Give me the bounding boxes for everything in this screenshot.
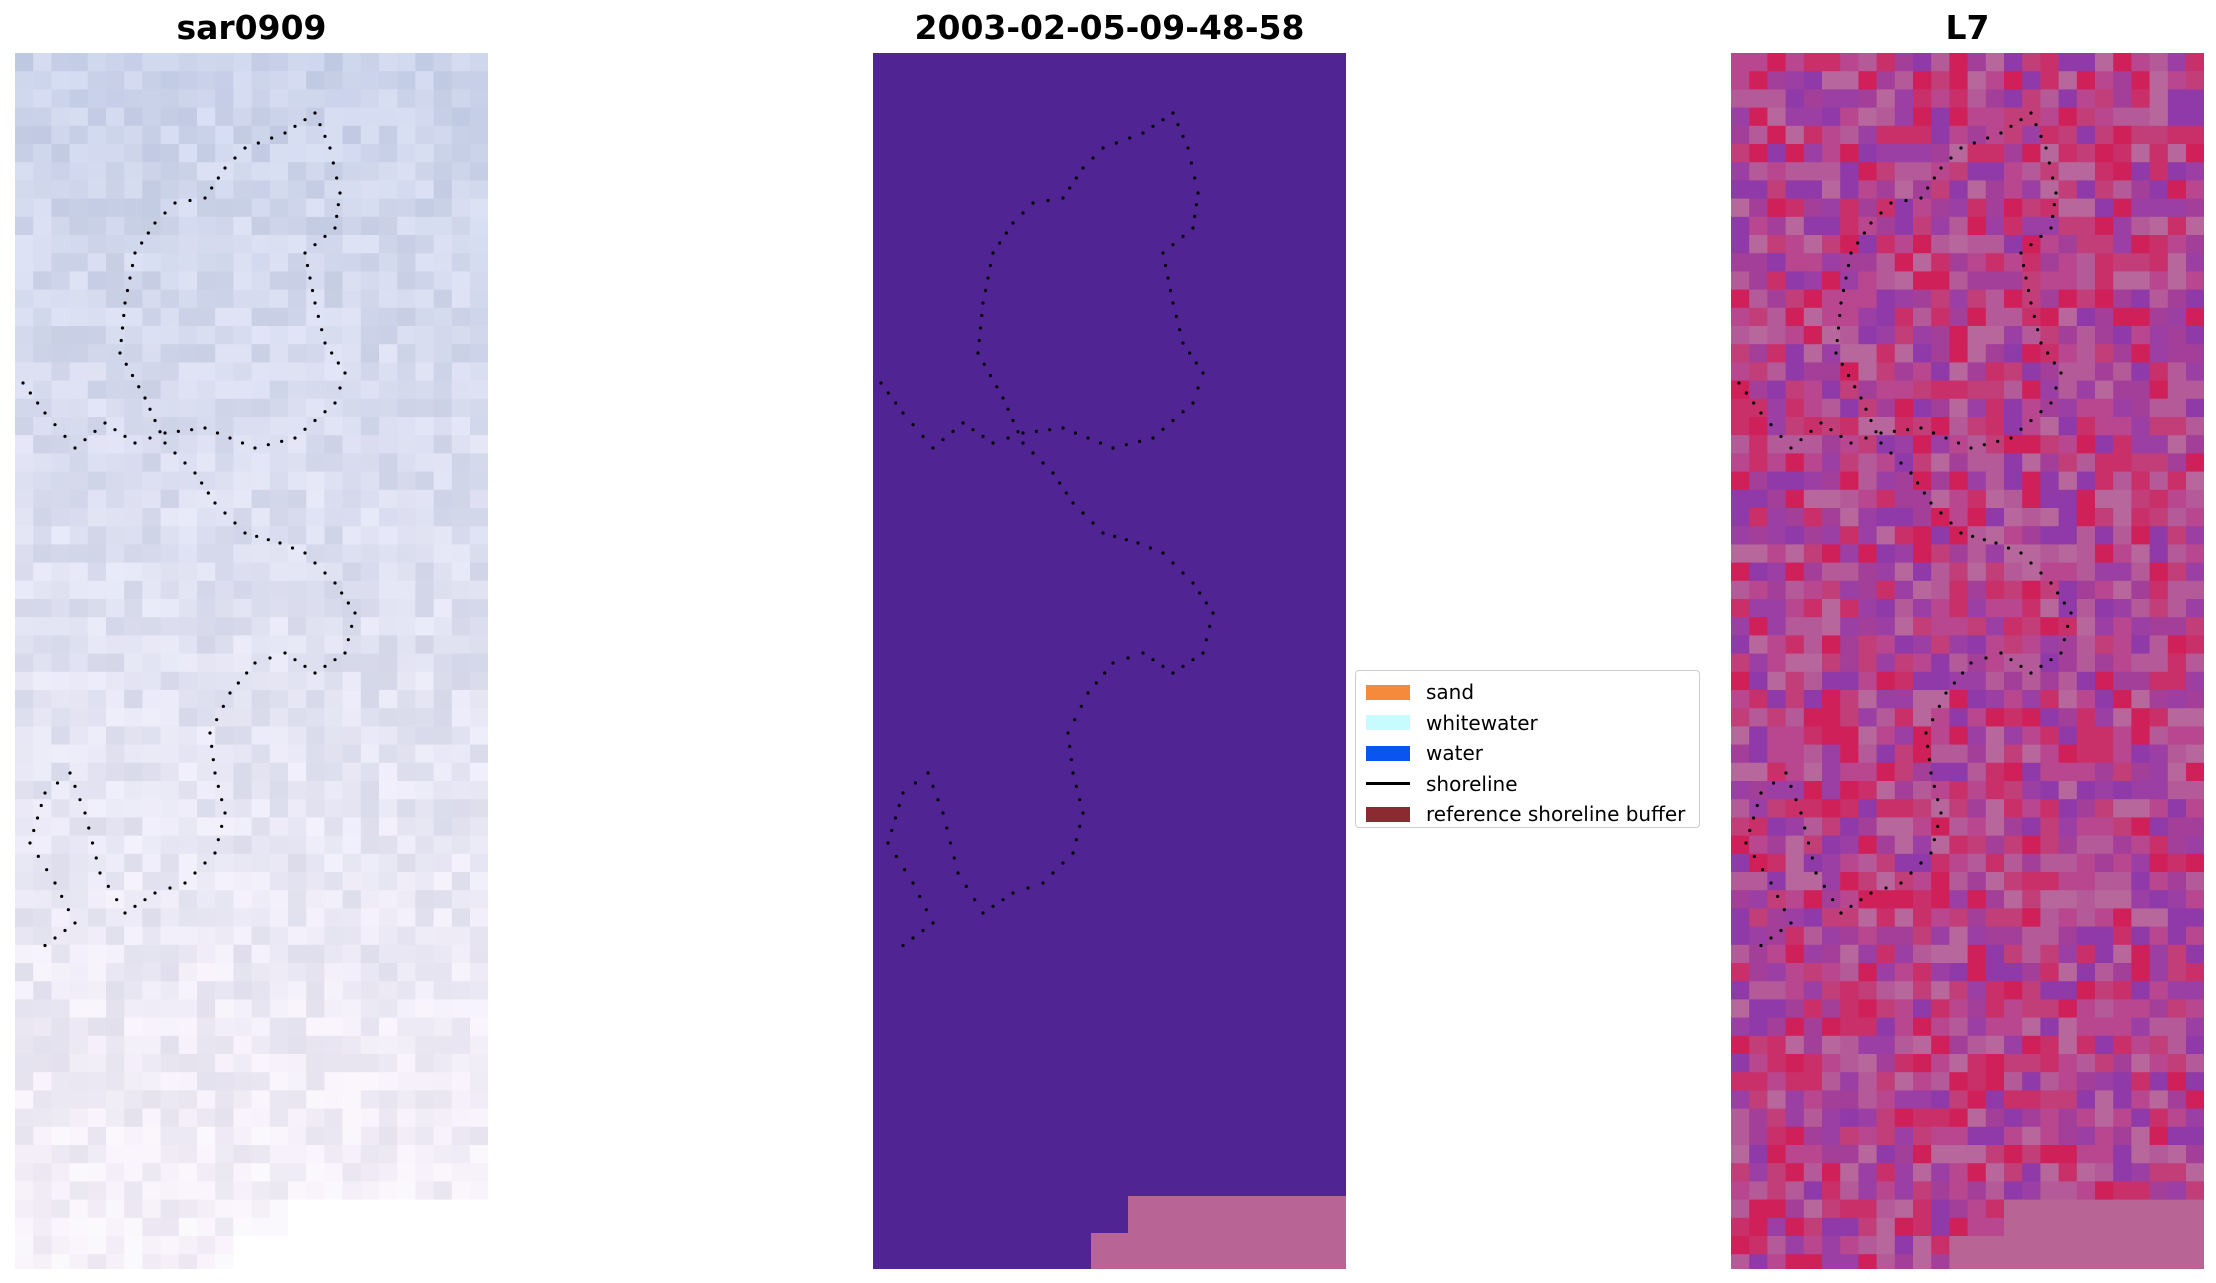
legend-label: whitewater <box>1426 710 1538 735</box>
panel-title-rgb: sar0909 <box>176 8 327 47</box>
legend-item-sand: sand <box>1366 677 1689 708</box>
legend-item-shoreline: shoreline <box>1366 769 1689 800</box>
sand-swatch <box>1366 684 1410 700</box>
legend-item-whitewater: whitewater <box>1366 708 1689 739</box>
classified-image <box>873 53 1346 1269</box>
legend-item-water: water <box>1366 738 1689 769</box>
shoreline-line-swatch <box>1366 782 1410 786</box>
legend-label: sand <box>1426 680 1475 705</box>
shoreline-dots <box>1737 111 2073 948</box>
reference-buffer-swatch <box>1366 806 1410 822</box>
water-swatch <box>1366 745 1410 761</box>
legend-label: reference shoreline buffer <box>1426 802 1686 827</box>
panel-title-classified: 2003-02-05-09-48-58 <box>914 8 1305 47</box>
class-background <box>873 53 1346 1269</box>
whitewater-swatch <box>1366 715 1410 731</box>
legend-label: water <box>1426 741 1483 766</box>
rgb-satellite-image <box>15 53 488 1269</box>
class-patch <box>1091 1196 1346 1269</box>
legend-item-reference-shoreline-buffer: reference shoreline buffer <box>1366 799 1689 830</box>
shoreline-dots <box>879 111 1215 948</box>
falsecolor-pixel-mosaic <box>1731 53 2204 1269</box>
shoreline-dots <box>21 111 357 948</box>
legend: sand whitewater water shoreline referenc… <box>1355 670 1700 828</box>
legend-label: shoreline <box>1426 771 1518 796</box>
rgb-pixel-mosaic <box>15 53 488 1269</box>
panel-title-falsecolor: L7 <box>1945 8 1990 47</box>
false-color-satellite-image <box>1731 53 2204 1269</box>
